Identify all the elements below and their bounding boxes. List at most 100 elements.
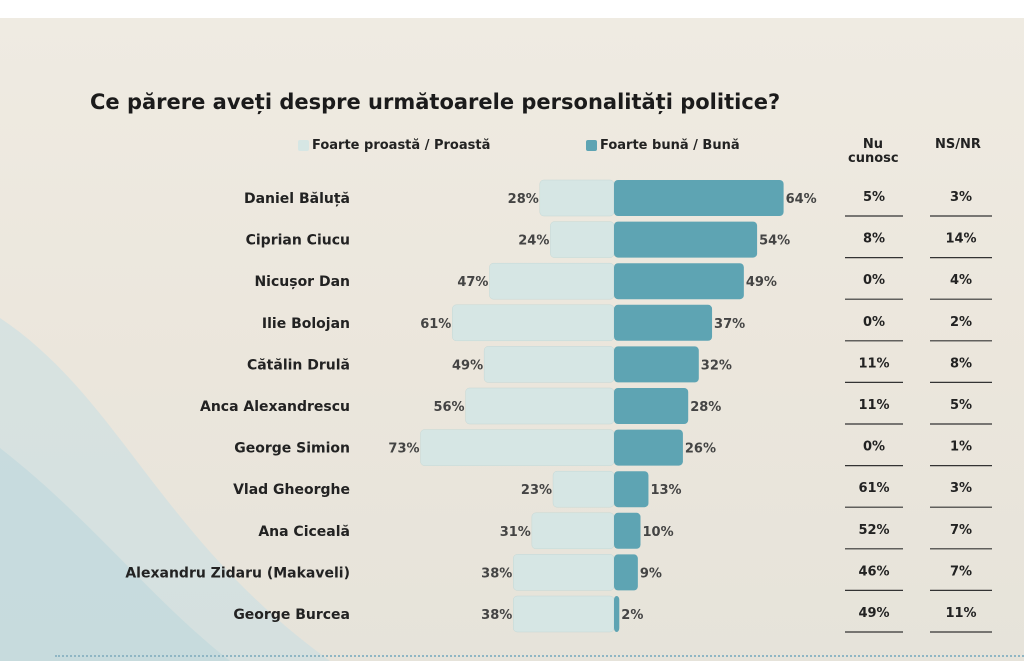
bar-positive-label: 32%	[701, 358, 732, 373]
bar-positive-label: 2%	[621, 608, 643, 623]
bar-negative-label: 73%	[388, 442, 419, 457]
cell-nu-cunosc: 52%	[858, 523, 889, 538]
cell-ns-nr: 11%	[945, 606, 976, 621]
bar-negative	[513, 595, 615, 633]
row-name-label: Nicușor Dan	[254, 274, 350, 290]
chart-row: Vlad Gheorghe 23% 13% 61% 3%	[233, 470, 992, 508]
cell-nu-cunosc: 11%	[858, 398, 889, 413]
cell-nu-cunosc: 61%	[858, 481, 889, 496]
chart-row: George Burcea 38% 2% 49% 11%	[233, 595, 992, 633]
cell-ns-nr: 8%	[950, 356, 972, 371]
bar-positive-label: 64%	[786, 192, 817, 207]
cell-ns-nr: 14%	[945, 232, 976, 247]
bar-positive	[614, 471, 649, 508]
bar-positive-label: 13%	[650, 483, 681, 498]
row-name-label: Anca Alexandrescu	[200, 399, 350, 415]
bar-negative-label: 31%	[500, 525, 531, 540]
bar-negative	[452, 304, 615, 342]
cell-ns-nr: 3%	[950, 481, 972, 496]
cell-nu-cunosc: 0%	[863, 440, 885, 455]
cell-ns-nr: 7%	[950, 564, 972, 579]
chart-row: Ciprian Ciucu 24% 54% 8% 14%	[246, 221, 992, 259]
bar-negative-label: 23%	[521, 483, 552, 498]
cell-ns-nr: 5%	[950, 398, 972, 413]
bar-negative	[420, 429, 615, 466]
cell-nu-cunosc: 49%	[858, 606, 889, 621]
row-name-label: Cătălin Drulă	[247, 357, 350, 373]
bar-negative	[465, 387, 615, 425]
bar-negative-label: 56%	[433, 400, 464, 415]
bar-positive	[614, 221, 758, 258]
bar-positive-label: 9%	[640, 566, 662, 581]
cell-ns-nr: 7%	[950, 523, 972, 538]
bar-positive	[614, 596, 620, 632]
cell-ns-nr: 1%	[950, 440, 972, 455]
row-name-label: Ilie Bolojan	[262, 316, 350, 332]
bar-negative	[550, 221, 615, 258]
legend-positive: Foarte bună / Bună	[586, 138, 740, 153]
bar-negative-label: 24%	[518, 234, 549, 249]
bar-positive	[614, 346, 699, 383]
row-name-label: Daniel Băluță	[244, 191, 350, 207]
chart-row: Nicușor Dan 47% 49% 0% 4%	[254, 262, 992, 300]
bar-positive	[614, 512, 641, 549]
bar-negative-label: 49%	[452, 358, 483, 373]
bar-negative	[539, 179, 615, 217]
chart-row: Anca Alexandrescu 56% 28% 11% 5%	[200, 387, 992, 425]
row-name-label: Vlad Gheorghe	[233, 482, 350, 498]
bar-positive	[614, 388, 689, 424]
bar-negative	[483, 346, 615, 383]
bar-positive	[614, 263, 744, 300]
cell-nu-cunosc: 11%	[858, 356, 889, 371]
chart-row: Ilie Bolojan 61% 37% 0% 2%	[262, 304, 992, 342]
bar-positive-label: 28%	[690, 400, 721, 415]
row-name-label: George Burcea	[233, 607, 350, 623]
chart-row: Cătălin Drulă 49% 32% 11% 8%	[247, 346, 992, 383]
bar-positive-label: 54%	[759, 234, 790, 249]
legend-positive-swatch	[586, 140, 597, 151]
bar-positive	[614, 429, 683, 466]
cell-ns-nr: 3%	[950, 190, 972, 205]
cell-nu-cunosc: 5%	[863, 190, 885, 205]
bar-negative	[552, 470, 615, 508]
bar-positive-label: 49%	[746, 275, 777, 290]
bar-positive	[614, 554, 638, 591]
cell-nu-cunosc: 46%	[858, 564, 889, 579]
bar-negative	[489, 262, 615, 300]
chart-row: Daniel Băluță 28% 64% 5% 3%	[244, 179, 992, 217]
cell-nu-cunosc: 8%	[863, 232, 885, 247]
chart-row: Alexandru Zidaru (Makaveli) 38% 9% 46% 7%	[125, 554, 992, 592]
bar-positive-label: 26%	[685, 442, 716, 457]
bar-negative-label: 61%	[420, 317, 451, 332]
bottom-dotted-divider	[55, 655, 1024, 657]
bar-negative-label: 38%	[481, 608, 512, 623]
bar-positive-label: 37%	[714, 317, 745, 332]
column-header-nu-line2: cunosc	[848, 151, 899, 166]
cell-nu-cunosc: 0%	[863, 273, 885, 288]
bar-positive-label: 10%	[643, 525, 674, 540]
bar-negative-label: 38%	[481, 566, 512, 581]
cell-ns-nr: 2%	[950, 315, 972, 330]
row-name-label: Ana Ciceală	[258, 524, 350, 540]
bar-positive	[614, 180, 784, 216]
cell-nu-cunosc: 0%	[863, 315, 885, 330]
chart-title: Ce părere aveți despre următoarele perso…	[90, 90, 781, 114]
cell-ns-nr: 4%	[950, 273, 972, 288]
bar-negative	[513, 554, 615, 591]
bar-positive	[614, 304, 713, 341]
bar-negative	[531, 512, 615, 550]
column-header-nu-cunosc: Nu cunosc	[848, 137, 899, 166]
legend-positive-label: Foarte bună / Bună	[600, 138, 740, 153]
column-header-nu-line1: Nu	[862, 137, 884, 152]
bar-negative-label: 28%	[508, 192, 539, 207]
legend-negative-label: Foarte proastă / Proastă	[312, 138, 491, 153]
chart-row: Ana Ciceală 31% 10% 52% 7%	[258, 512, 992, 550]
column-header-ns-nr: NS/NR	[935, 137, 981, 152]
chart-row: George Simion 73% 26% 0% 1%	[234, 429, 992, 467]
row-name-label: Alexandru Zidaru (Makaveli)	[125, 565, 350, 581]
row-name-label: George Simion	[234, 441, 350, 457]
bar-negative-label: 47%	[457, 275, 488, 290]
legend-negative-swatch	[298, 140, 309, 151]
row-name-label: Ciprian Ciucu	[246, 233, 350, 249]
